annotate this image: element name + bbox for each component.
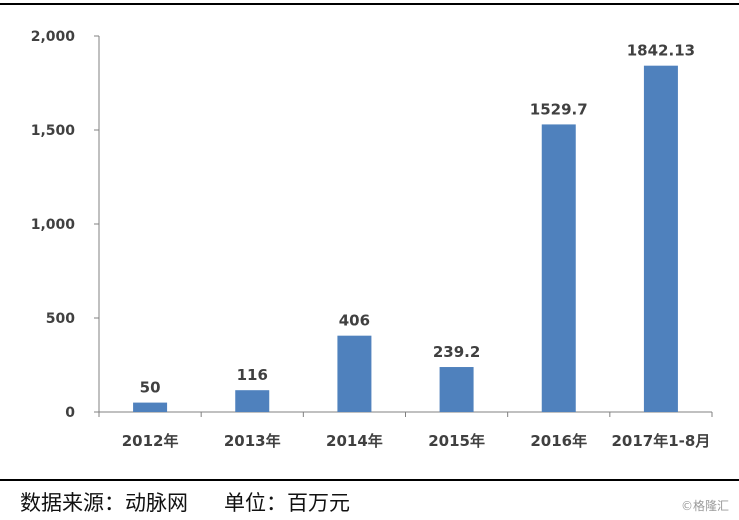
bar (133, 402, 168, 412)
data-label: 406 (339, 312, 370, 330)
bar (643, 65, 678, 412)
y-tick-label: 2,000 (31, 29, 76, 45)
bar-series (133, 65, 678, 413)
data-label: 239.2 (433, 343, 480, 361)
top-rule (0, 3, 739, 5)
bar-chart: 0 500 1,000 1,500 2,000 2012年 2013年 2014年 2015年… (31, 29, 713, 450)
data-label: 1529.7 (530, 100, 588, 118)
footer: 数据来源：动脉网 单位：百万元 (20, 487, 350, 517)
bar (235, 390, 270, 412)
x-tick-label: 2013年 (224, 432, 281, 450)
value-labels: 50 116 406 239.2 1529.7 1842.13 (140, 42, 695, 397)
data-label: 1842.13 (627, 42, 695, 60)
y-tick-label: 500 (46, 311, 75, 327)
x-tick-label: 2016年 (530, 432, 587, 450)
x-tick-label: 2014年 (326, 432, 383, 450)
x-tick-label: 2015年 (428, 432, 485, 450)
y-tick-label: 1,500 (31, 123, 76, 139)
y-axis: 0 500 1,000 1,500 2,000 (31, 29, 100, 421)
y-tick-label: 1,000 (31, 217, 76, 233)
x-axis: 2012年 2013年 2014年 2015年 2016年 2017年1-8月 (98, 411, 713, 450)
source-text: 数据来源：动脉网 (20, 491, 188, 515)
bar (337, 335, 372, 412)
data-label: 116 (237, 366, 268, 384)
x-tick-label: 2017年1-8月 (611, 432, 710, 450)
watermark-text: ©格隆汇 (680, 499, 729, 513)
bottom-rule (0, 479, 739, 481)
unit-text: 单位：百万元 (224, 491, 350, 515)
y-tick-label: 0 (65, 405, 75, 421)
bar (541, 124, 576, 413)
bar (439, 367, 474, 412)
data-label: 50 (140, 379, 161, 397)
x-tick-label: 2012年 (122, 432, 179, 450)
